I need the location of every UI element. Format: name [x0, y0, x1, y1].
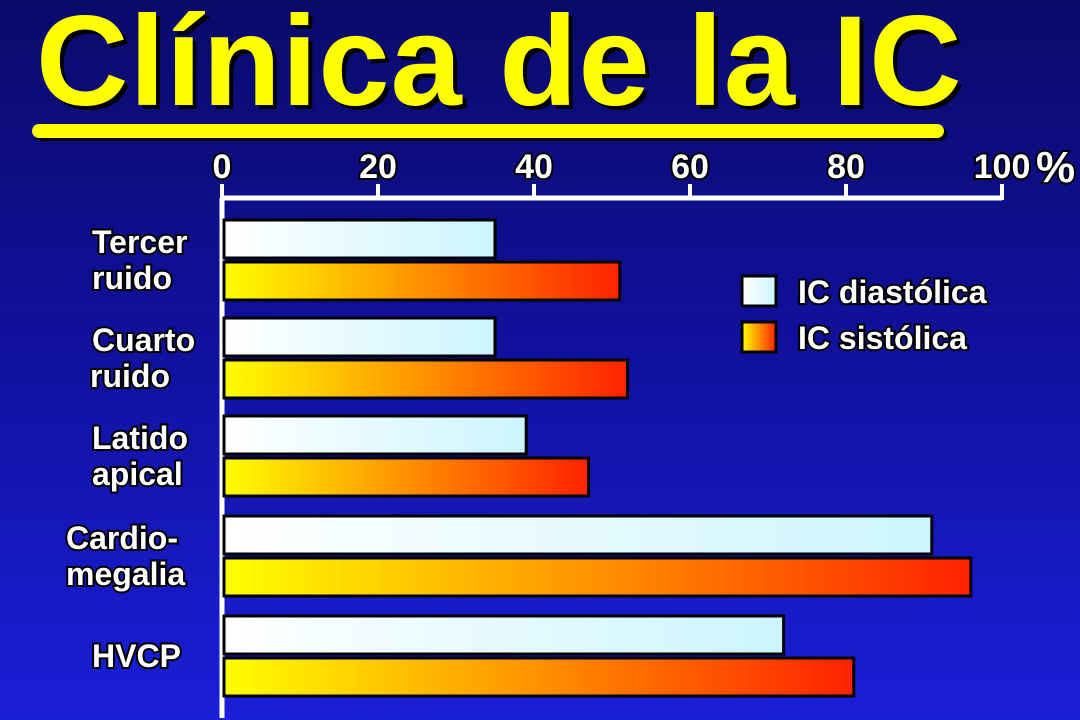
category-label: ruido	[92, 260, 172, 296]
legend-swatch-diastolic	[740, 274, 778, 308]
title-underline	[32, 124, 944, 138]
category-label: megalia	[66, 556, 185, 592]
category-label: Tercer	[92, 224, 187, 260]
diastolic-bar	[222, 514, 934, 556]
systolic-bar	[222, 456, 591, 498]
x-tick-label: 80	[827, 148, 865, 186]
systolic-bar	[222, 656, 856, 698]
diastolic-bar	[222, 218, 497, 260]
diastolic-bar	[222, 614, 786, 656]
category-label: ruido	[90, 358, 170, 394]
x-tick-label: 0	[213, 148, 232, 186]
category-label: apical	[92, 456, 183, 492]
category-label: Latido	[92, 420, 188, 456]
x-tick-label: 60	[671, 148, 709, 186]
x-tick-label: 40	[515, 148, 553, 186]
systolic-bar	[222, 260, 622, 302]
x-tick-label: 20	[359, 148, 397, 186]
diastolic-bar	[222, 414, 528, 456]
category-label: Cuarto	[92, 322, 195, 358]
x-tick-label: 100	[974, 148, 1031, 186]
category-label: HVCP	[92, 638, 181, 674]
category-label: Cardio-	[66, 520, 178, 556]
legend-swatch-systolic	[740, 320, 778, 354]
legend-label-diastolic: IC diastólica	[798, 274, 987, 310]
diastolic-bar	[222, 316, 497, 358]
x-unit-label: %	[1036, 143, 1075, 192]
chart-title: Clínica de la IC	[36, 0, 963, 133]
systolic-bar	[222, 556, 973, 598]
legend-label-systolic: IC sistólica	[798, 320, 967, 356]
systolic-bar	[222, 358, 630, 400]
